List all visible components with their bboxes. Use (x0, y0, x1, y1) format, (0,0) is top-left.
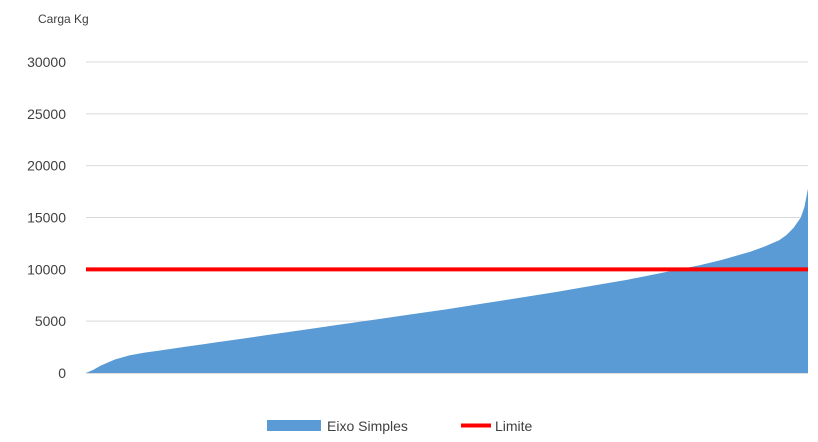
y-tick-label-10000: 10000 (27, 261, 66, 277)
legend-swatch-eixo-simples (267, 420, 321, 431)
legend-label-eixo-simples: Eixo Simples (327, 418, 408, 434)
series-eixo-simples-area (86, 188, 808, 373)
series-layer (86, 188, 808, 373)
y-tick-label-0: 0 (58, 365, 66, 381)
y-tick-labels: 0 5000 10000 15000 20000 25000 30000 (27, 54, 66, 381)
y-tick-label-25000: 25000 (27, 106, 66, 122)
y-tick-label-20000: 20000 (27, 158, 66, 174)
y-axis-title: Carga Kg (38, 12, 89, 26)
y-tick-label-5000: 5000 (35, 313, 66, 329)
legend: Eixo Simples Limite (267, 418, 533, 434)
y-tick-label-30000: 30000 (27, 54, 66, 70)
legend-label-limite: Limite (495, 418, 533, 434)
y-tick-label-15000: 15000 (27, 210, 66, 226)
